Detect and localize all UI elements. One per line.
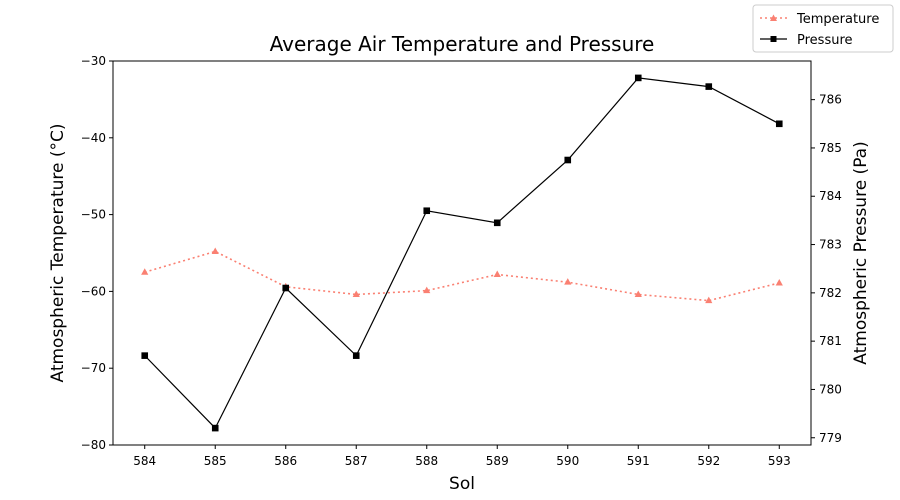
temperature-point — [352, 290, 360, 297]
left-y-tick-label: −70 — [81, 361, 106, 375]
right-y-tick-label: 782 — [819, 286, 842, 300]
x-tick-label: 585 — [204, 454, 227, 468]
x-tick-label: 593 — [768, 454, 791, 468]
left-y-axis-label: Atmospheric Temperature (°C) — [48, 123, 68, 382]
right-y-axis-label: Atmospheric Pressure (Pa) — [851, 141, 871, 364]
left-y-tick-label: −30 — [81, 54, 106, 68]
right-y-tick-label: 781 — [819, 334, 842, 348]
x-tick-label: 587 — [345, 454, 368, 468]
x-tick-label: 586 — [274, 454, 297, 468]
pressure-point — [493, 219, 501, 227]
temperature-point — [775, 278, 783, 286]
temperature-point — [211, 247, 219, 254]
x-tick-label: 591 — [627, 454, 650, 468]
pressure-point — [352, 352, 360, 359]
temperature-point — [634, 290, 642, 297]
left-y-tick-label: −60 — [81, 284, 106, 298]
legend-box — [752, 4, 894, 53]
temperature-series-line — [144, 250, 780, 302]
left-y-tick-label: −80 — [81, 438, 106, 452]
legend: Temperature Pressure — [752, 4, 894, 53]
legend-temperature-marker — [770, 14, 777, 21]
pressure-point — [282, 284, 290, 292]
right-y-tick-label: 785 — [819, 141, 842, 155]
x-tick-label: 584 — [133, 454, 156, 468]
chart-marks: 584 585 586 587 588 589 590 591 592 593 −80 −70 −60 −… — [81, 54, 842, 468]
pressure-point — [423, 207, 431, 215]
pressure-point — [141, 352, 149, 359]
x-tick-label: 590 — [556, 454, 579, 468]
pressure-point — [775, 120, 783, 128]
x-tick-label: 588 — [415, 454, 438, 468]
temperature-point — [705, 296, 713, 304]
legend-pressure-label: Pressure — [797, 33, 853, 48]
temperature-point — [141, 268, 149, 275]
temperature-point — [493, 270, 501, 278]
x-tick-label: 592 — [697, 454, 720, 468]
temperature-point — [423, 286, 431, 294]
right-y-tick-label: 783 — [819, 238, 842, 252]
right-y-tick-label: 786 — [819, 93, 842, 107]
x-tick-label: 589 — [486, 454, 509, 468]
pressure-series-line — [144, 77, 780, 430]
chart-title: Average Air Temperature and Pressure — [270, 32, 655, 56]
legend-pressure-marker — [770, 36, 777, 42]
pressure-point — [564, 156, 572, 164]
left-y-tick-label: −40 — [81, 131, 106, 145]
right-y-tick-label: 780 — [819, 382, 842, 396]
x-axis-label: Sol — [449, 474, 475, 494]
temperature-point — [564, 278, 572, 285]
pressure-point — [211, 424, 219, 432]
pressure-point — [705, 83, 713, 90]
right-y-tick-label: 779 — [819, 431, 842, 445]
legend-temperature-label: Temperature — [796, 12, 879, 27]
plot-frame — [112, 60, 812, 446]
left-y-tick-label: −50 — [81, 208, 106, 222]
pressure-point — [634, 74, 642, 82]
right-y-tick-label: 784 — [819, 189, 842, 203]
